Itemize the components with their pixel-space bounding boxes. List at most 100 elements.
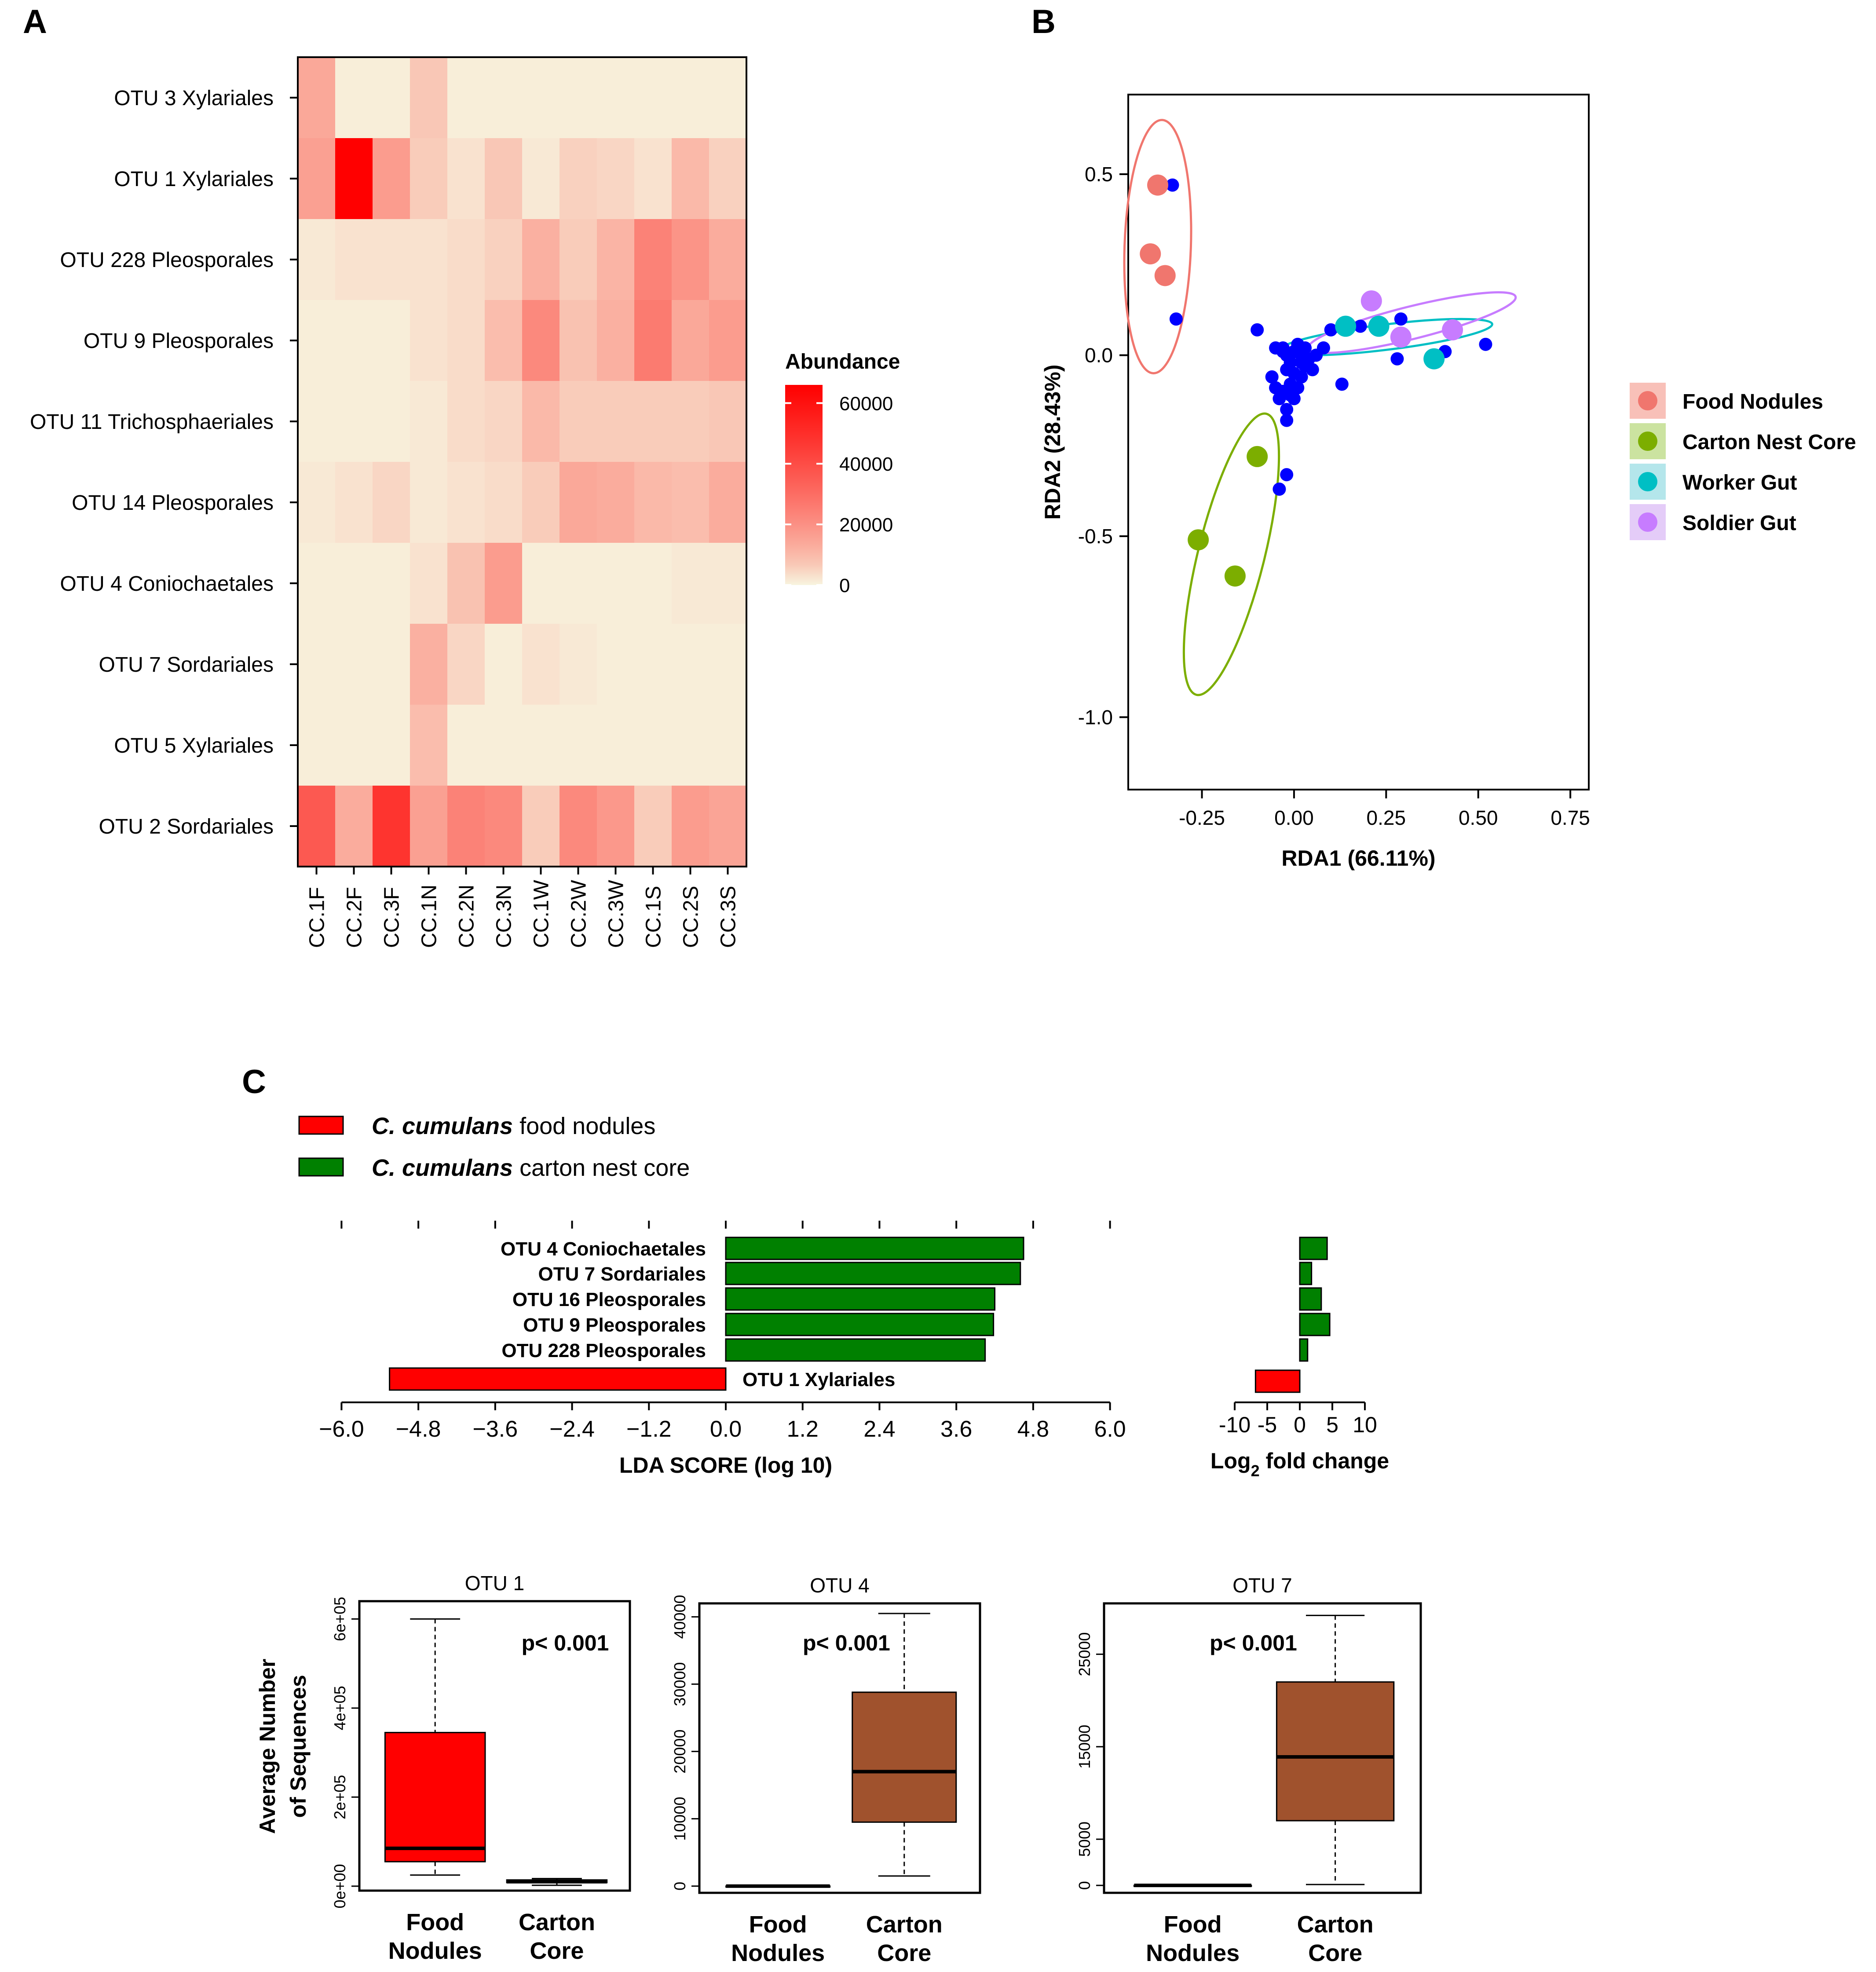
heatmap-cell (709, 219, 747, 300)
fc-x-tick-label: 5 (1326, 1412, 1338, 1437)
heatmap-cell (298, 219, 336, 300)
lda-bar (725, 1287, 996, 1311)
rda-legend-dot (1638, 512, 1657, 532)
heatmap-col-label: CC.3W (605, 880, 628, 948)
heatmap-cell (522, 462, 560, 543)
rda-legend-dot (1638, 432, 1657, 451)
fc-axis-sub: 2 (1251, 1462, 1260, 1480)
lda-legend-label: C. cumulans food nodules (372, 1113, 655, 1139)
heatmap-cell (709, 624, 747, 705)
boxplot-category-label: Carton (1297, 1911, 1374, 1938)
heatmap-cell (485, 624, 523, 705)
heatmap-cell (672, 705, 709, 786)
heatmap-cell (560, 219, 597, 300)
heatmap-row-label: OTU 9 Pleosporales (84, 329, 274, 353)
heatmap-cell (373, 786, 410, 867)
heatmap-cell (522, 624, 560, 705)
boxplot-category-label: Food (749, 1911, 807, 1938)
rda-sample-point (1147, 174, 1169, 196)
rda-sample-point (1335, 315, 1357, 337)
heatmap-cell (672, 138, 709, 220)
rda-x-tick-label: 0.00 (1274, 806, 1314, 829)
heatmap-cell (335, 219, 373, 300)
rda-legend-label: Worker Gut (1682, 471, 1797, 494)
heatmap-cell (560, 543, 597, 624)
rda-species-point (1335, 377, 1349, 391)
heatmap-cell (634, 543, 672, 624)
heatmap-cell (410, 219, 448, 300)
heatmap-cell (522, 543, 560, 624)
heatmap-cell (709, 138, 747, 220)
rda-y-tick-label: -0.5 (1078, 525, 1113, 548)
boxplot-y-axis-title: of Sequences (286, 1675, 311, 1818)
boxplot-category-label: Nodules (388, 1938, 482, 1964)
heatmap-cell (597, 138, 635, 220)
heatmap-cell (485, 138, 523, 220)
rda-y-axis-title: RDA2 (28.43%) (1040, 365, 1065, 520)
heatmap-cell (560, 381, 597, 462)
heatmap-col-label: CC.3F (380, 887, 404, 948)
rda-scatter-plot: -0.25 0.00 0.25 0.50 0.75 0.5 0.0 -0.5 -1.0 RDA1 … (1040, 94, 1590, 871)
rda-x-tick-label: 0.50 (1459, 806, 1498, 829)
boxplot-category-label: Core (530, 1938, 584, 1964)
heatmap-cell (597, 624, 635, 705)
heatmap-cell (634, 219, 672, 300)
heatmap-cell (634, 138, 672, 220)
panel-label-b: B (1031, 3, 1056, 40)
boxplot-y-tick-label: 25000 (1075, 1632, 1093, 1676)
rda-species-point (1280, 468, 1294, 482)
legend-tick-label: 40000 (839, 454, 893, 475)
heatmap-chart: OTU 3 Xylariales OTU 1 Xylariales OTU 228 … (30, 56, 747, 948)
boxplot-category-label: Core (877, 1940, 931, 1966)
lda-legend-swatch (298, 1157, 344, 1177)
boxplot-frame (358, 1600, 631, 1892)
heatmap-col-label: CC.1W (530, 880, 553, 948)
rda-sample-point (1224, 565, 1246, 587)
boxplot-title: OTU 4 (810, 1574, 869, 1597)
panel-label-a: A (23, 3, 47, 40)
lda-x-tick-label: −3.6 (473, 1416, 518, 1442)
fc-x-tick-label: -5 (1258, 1412, 1277, 1437)
boxplot-y-tick-label: 40000 (671, 1595, 689, 1639)
lda-bar-chart: C. cumulans food nodules C. cumulans cart… (298, 1113, 1126, 1478)
lda-legend-species: C. cumulans (372, 1113, 513, 1139)
rda-x-tick-label: -0.25 (1179, 806, 1225, 829)
boxplot-title: OTU 7 (1232, 1574, 1292, 1597)
legend-title: Abundance (785, 350, 900, 373)
rda-group-ellipse (1123, 119, 1192, 374)
heatmap-cell (672, 543, 709, 624)
rda-y-tick-label: 0.0 (1085, 344, 1113, 367)
heatmap-cell (597, 381, 635, 462)
heatmap-cell (373, 300, 410, 381)
legend-tick-label: 0 (839, 575, 850, 596)
heatmap-cell (709, 300, 747, 381)
legend-tick-label: 60000 (839, 393, 893, 414)
heatmap-cell (522, 219, 560, 300)
lda-bar-label: OTU 4 Coniochaetales (501, 1238, 706, 1260)
boxplot-frame (1103, 1602, 1422, 1894)
panel-label-c: C (242, 1063, 266, 1101)
fc-bar (1299, 1237, 1328, 1260)
boxplot-y-tick-label: 30000 (671, 1662, 689, 1706)
fc-axis-rest: fold change (1260, 1449, 1389, 1473)
lda-legend-label: C. cumulans carton nest core (372, 1155, 690, 1181)
heatmap-cell (485, 705, 523, 786)
boxplot-p-value: p< 0.001 (1210, 1631, 1297, 1655)
heatmap-col-label: CC.2W (567, 880, 591, 948)
fc-bar (1299, 1338, 1309, 1362)
rda-sample-point (1390, 326, 1412, 348)
heatmap-col-label: CC.2N (455, 885, 479, 948)
boxplot-box (852, 1691, 957, 1823)
rda-group-ellipse (1182, 412, 1280, 696)
heatmap-cell (672, 624, 709, 705)
heatmap-cell (373, 381, 410, 462)
fc-x-tick-label: 10 (1353, 1412, 1377, 1437)
boxplot-category-label: Nodules (731, 1940, 825, 1966)
heatmap-cell (522, 705, 560, 786)
rda-sample-point (1140, 243, 1161, 265)
lda-bar (389, 1367, 727, 1391)
rda-legend-label: Food Nodules (1682, 390, 1823, 413)
boxplot-title: OTU 1 (465, 1572, 524, 1595)
heatmap-cell (560, 786, 597, 867)
rda-species-point (1295, 355, 1308, 369)
